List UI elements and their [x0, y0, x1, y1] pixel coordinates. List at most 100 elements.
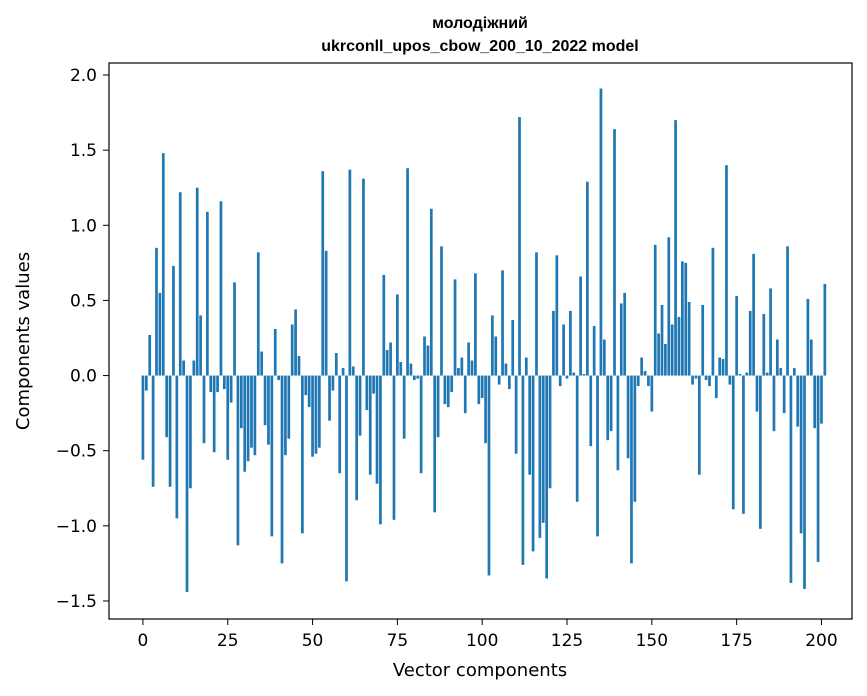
bar-58	[338, 375, 342, 474]
x-tick-label: 0	[138, 631, 149, 651]
bar-142	[623, 292, 627, 376]
bar-198	[813, 375, 817, 429]
bar-66	[365, 375, 369, 411]
bar-199	[816, 375, 820, 562]
bar-78	[406, 168, 409, 376]
bar-87	[436, 375, 440, 438]
bar-175	[735, 295, 738, 376]
bar-181	[755, 375, 759, 412]
bar-75	[396, 294, 399, 376]
bar-47	[301, 375, 304, 534]
bar-116	[535, 252, 538, 376]
bar-163	[694, 375, 698, 379]
bar-34	[256, 252, 260, 376]
bar-113	[524, 357, 528, 376]
bar-115	[531, 375, 535, 552]
bar-121	[552, 310, 555, 376]
bar-67	[368, 375, 372, 475]
bar-3	[151, 375, 155, 487]
bar-134	[596, 375, 599, 537]
x-tick-label: 150	[636, 631, 668, 651]
chart-title-line2: ukrconll_upos_cbow_200_10_2022 model	[321, 38, 638, 55]
bar-62	[351, 366, 355, 376]
bar-23	[219, 201, 223, 376]
x-tick-label: 25	[217, 631, 239, 651]
bar-176	[738, 374, 742, 376]
bar-26	[229, 375, 233, 403]
bar-76	[399, 362, 403, 376]
bar-110	[514, 375, 518, 454]
x-axis-ticks: 0 25 50 75 100 125 150 175 200	[138, 619, 838, 651]
bar-159	[681, 261, 684, 376]
bar-18	[202, 375, 206, 444]
bar-129	[579, 276, 582, 376]
chart-title-line1: молодіжний	[432, 15, 528, 32]
bar-0	[141, 375, 145, 460]
bar-201	[823, 283, 827, 376]
bar-79	[409, 363, 413, 376]
bar-55	[328, 375, 331, 421]
bar-180	[752, 253, 755, 376]
bar-200	[820, 375, 823, 424]
bar-61	[348, 169, 352, 376]
bar-156	[670, 324, 674, 376]
bar-52	[317, 375, 321, 448]
bar-19	[206, 211, 209, 376]
bar-96	[467, 342, 470, 376]
bar-89	[443, 375, 447, 405]
bar-127	[572, 372, 576, 376]
bar-41	[280, 375, 284, 564]
x-tick-label: 175	[720, 631, 752, 651]
bar-48	[304, 375, 308, 396]
bar-2	[148, 334, 152, 376]
bar-171	[721, 359, 725, 376]
bar-59	[341, 368, 345, 376]
bar-74	[392, 375, 396, 520]
bar-46	[297, 356, 301, 376]
bar-154	[664, 344, 667, 376]
bar-136	[602, 339, 606, 376]
bar-191	[789, 375, 793, 583]
bar-108	[507, 375, 511, 390]
bar-105	[497, 375, 501, 385]
bar-104	[494, 336, 498, 376]
bar-174	[731, 375, 735, 510]
bar-90	[446, 375, 450, 408]
bar-5	[158, 292, 162, 376]
bar-44	[290, 324, 294, 376]
y-tick-label: −1.5	[56, 592, 97, 612]
bar-97	[470, 360, 474, 376]
bar-143	[626, 375, 630, 459]
y-axis-ticks: −1.5 −1.0 −0.5 0.0 0.5 1.0 1.5 2.0	[56, 66, 109, 612]
bar-99	[477, 375, 481, 405]
bar-194	[799, 375, 803, 534]
y-tick-label: 1.5	[70, 141, 97, 161]
x-tick-label: 75	[387, 631, 409, 651]
bar-6	[161, 153, 165, 376]
bar-38	[270, 375, 274, 537]
bar-133	[592, 325, 596, 376]
bar-187	[776, 339, 779, 376]
bar-102	[487, 375, 491, 576]
bar-20	[209, 375, 213, 393]
bar-109	[511, 319, 515, 376]
bar-93	[457, 368, 460, 376]
bar-28	[236, 375, 240, 546]
bar-161	[687, 301, 691, 376]
bar-169	[714, 375, 718, 399]
bar-69	[375, 375, 379, 484]
bar-141	[619, 303, 623, 376]
bar-195	[803, 375, 806, 589]
bar-117	[538, 375, 542, 538]
y-tick-label: −0.5	[56, 442, 97, 462]
bar-188	[779, 368, 783, 376]
bar-185	[769, 288, 772, 376]
bar-42	[284, 375, 287, 456]
bar-166	[704, 375, 708, 381]
bar-86	[433, 375, 437, 513]
bar-68	[372, 375, 375, 394]
bar-11	[178, 192, 182, 376]
bar-155	[667, 237, 671, 376]
bar-197	[809, 339, 813, 376]
bar-151	[653, 244, 657, 376]
